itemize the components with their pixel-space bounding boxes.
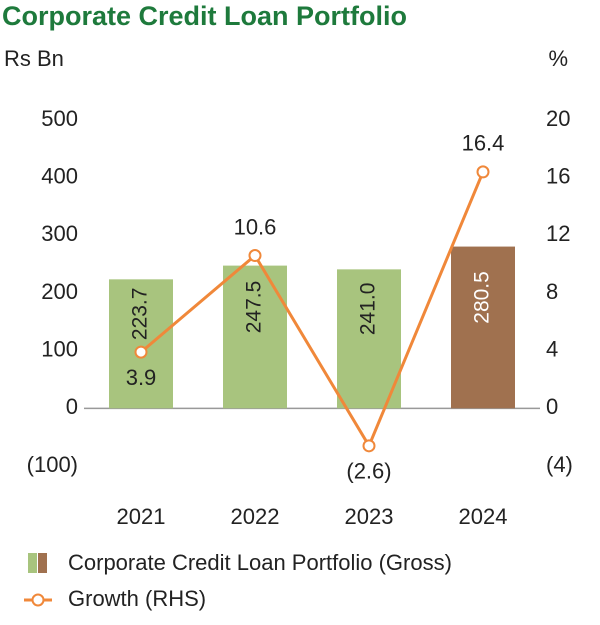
bar-value-label: 280.5 <box>471 271 494 324</box>
legend-label: Corporate Credit Loan Portfolio (Gross) <box>68 550 452 575</box>
y2-axis-label: % <box>548 46 568 71</box>
y-tick-label: (100) <box>27 452 78 477</box>
y-tick-label: 100 <box>41 336 78 361</box>
y2-tick-label: 16 <box>546 163 570 188</box>
bar-value-label: 241.0 <box>357 283 380 336</box>
growth-marker <box>248 249 262 263</box>
bar <box>451 246 515 409</box>
x-tick-label: 2022 <box>231 504 280 529</box>
x-tick-label: 2024 <box>459 504 508 529</box>
x-tick-label: 2023 <box>345 504 394 529</box>
y-axis-label: Rs Bn <box>4 46 64 71</box>
bar-value-label: 223.7 <box>129 288 152 341</box>
growth-marker <box>476 165 490 179</box>
y-tick-label: 300 <box>41 221 78 246</box>
y2-tick-label: (4) <box>546 452 573 477</box>
growth-value-label: 3.9 <box>126 365 157 390</box>
y-tick-label: 200 <box>41 279 78 304</box>
growth-value-label: (2.6) <box>346 459 391 484</box>
growth-value-label: 16.4 <box>462 131 505 156</box>
x-tick-label: 2021 <box>117 504 166 529</box>
growth-marker <box>134 345 148 359</box>
legend-swatch <box>28 553 37 573</box>
growth-marker <box>362 439 376 453</box>
legend-swatch <box>38 553 47 573</box>
growth-line <box>140 171 485 450</box>
legend-label: Growth (RHS) <box>68 586 206 611</box>
bar-value-label: 247.5 <box>243 281 266 334</box>
y2-tick-label: 20 <box>546 106 570 131</box>
legend-marker <box>31 593 45 607</box>
y2-tick-label: 8 <box>546 279 558 304</box>
y-tick-label: 0 <box>66 394 78 419</box>
y2-tick-label: 0 <box>546 394 558 419</box>
bar <box>109 279 173 409</box>
bar <box>337 269 401 409</box>
y-tick-label: 500 <box>41 106 78 131</box>
growth-value-label: 10.6 <box>234 214 277 239</box>
y-tick-label: 400 <box>41 163 78 188</box>
chart-title: Corporate Credit Loan Portfolio <box>2 1 407 31</box>
y2-tick-label: 4 <box>546 336 558 361</box>
y2-tick-label: 12 <box>546 221 570 246</box>
